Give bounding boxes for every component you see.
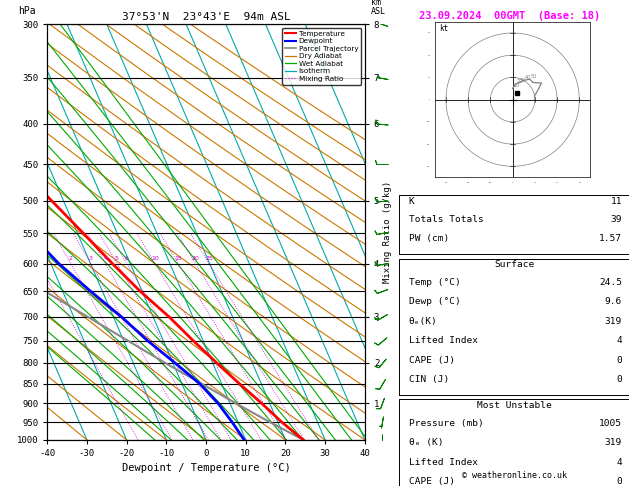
Text: 319: 319 (605, 317, 622, 326)
Text: CAPE (J): CAPE (J) (409, 477, 455, 486)
Text: © weatheronline.co.uk: © weatheronline.co.uk (462, 471, 567, 480)
Text: 1.57: 1.57 (599, 234, 622, 243)
Text: Temp (°C): Temp (°C) (409, 278, 460, 287)
Text: 10: 10 (514, 84, 520, 88)
X-axis label: Dewpoint / Temperature (°C): Dewpoint / Temperature (°C) (121, 464, 291, 473)
Text: kt: kt (439, 24, 448, 33)
Text: PW (cm): PW (cm) (409, 234, 449, 243)
Text: CIN (J): CIN (J) (409, 375, 449, 384)
Text: 0: 0 (616, 477, 622, 486)
Text: 50: 50 (531, 74, 537, 79)
Text: Mixing Ratio (g/kg): Mixing Ratio (g/kg) (382, 181, 392, 283)
Text: 0: 0 (616, 356, 622, 365)
Text: θₑ(K): θₑ(K) (409, 317, 437, 326)
Text: 6: 6 (125, 257, 129, 261)
Text: θₑ (K): θₑ (K) (409, 438, 443, 448)
Text: Surface: Surface (494, 260, 534, 269)
Text: 2: 2 (69, 257, 73, 261)
Text: Dewp (°C): Dewp (°C) (409, 297, 460, 307)
Text: Most Unstable: Most Unstable (477, 401, 552, 410)
Text: Pressure (mb): Pressure (mb) (409, 419, 483, 428)
Text: 40: 40 (525, 75, 531, 80)
Text: Totals Totals: Totals Totals (409, 215, 483, 224)
Text: 1005: 1005 (599, 419, 622, 428)
Text: 20: 20 (192, 257, 199, 261)
Text: 4: 4 (616, 458, 622, 467)
Text: 4: 4 (616, 336, 622, 346)
Text: 15: 15 (174, 257, 182, 261)
Text: 10: 10 (151, 257, 159, 261)
Text: km
ASL: km ASL (371, 0, 386, 16)
Text: 319: 319 (605, 438, 622, 448)
Text: CAPE (J): CAPE (J) (409, 356, 455, 365)
Text: 30: 30 (520, 78, 526, 83)
Text: 39: 39 (611, 215, 622, 224)
Text: Lifted Index: Lifted Index (409, 336, 477, 346)
Text: 5: 5 (115, 257, 119, 261)
Text: K: K (409, 197, 415, 207)
Text: 4: 4 (103, 257, 108, 261)
Legend: Temperature, Dewpoint, Parcel Trajectory, Dry Adiabat, Wet Adiabat, Isotherm, Mi: Temperature, Dewpoint, Parcel Trajectory… (282, 28, 361, 85)
Text: 9.6: 9.6 (605, 297, 622, 307)
Text: 3: 3 (89, 257, 92, 261)
Text: 25: 25 (205, 257, 213, 261)
Text: 20: 20 (516, 79, 523, 84)
Text: 11: 11 (611, 197, 622, 207)
Text: hPa: hPa (19, 6, 36, 16)
Text: 24.5: 24.5 (599, 278, 622, 287)
Text: 0: 0 (616, 375, 622, 384)
Title: 37°53'N  23°43'E  94m ASL: 37°53'N 23°43'E 94m ASL (121, 12, 291, 22)
Text: 23.09.2024  00GMT  (Base: 18): 23.09.2024 00GMT (Base: 18) (419, 11, 600, 21)
Text: Lifted Index: Lifted Index (409, 458, 477, 467)
